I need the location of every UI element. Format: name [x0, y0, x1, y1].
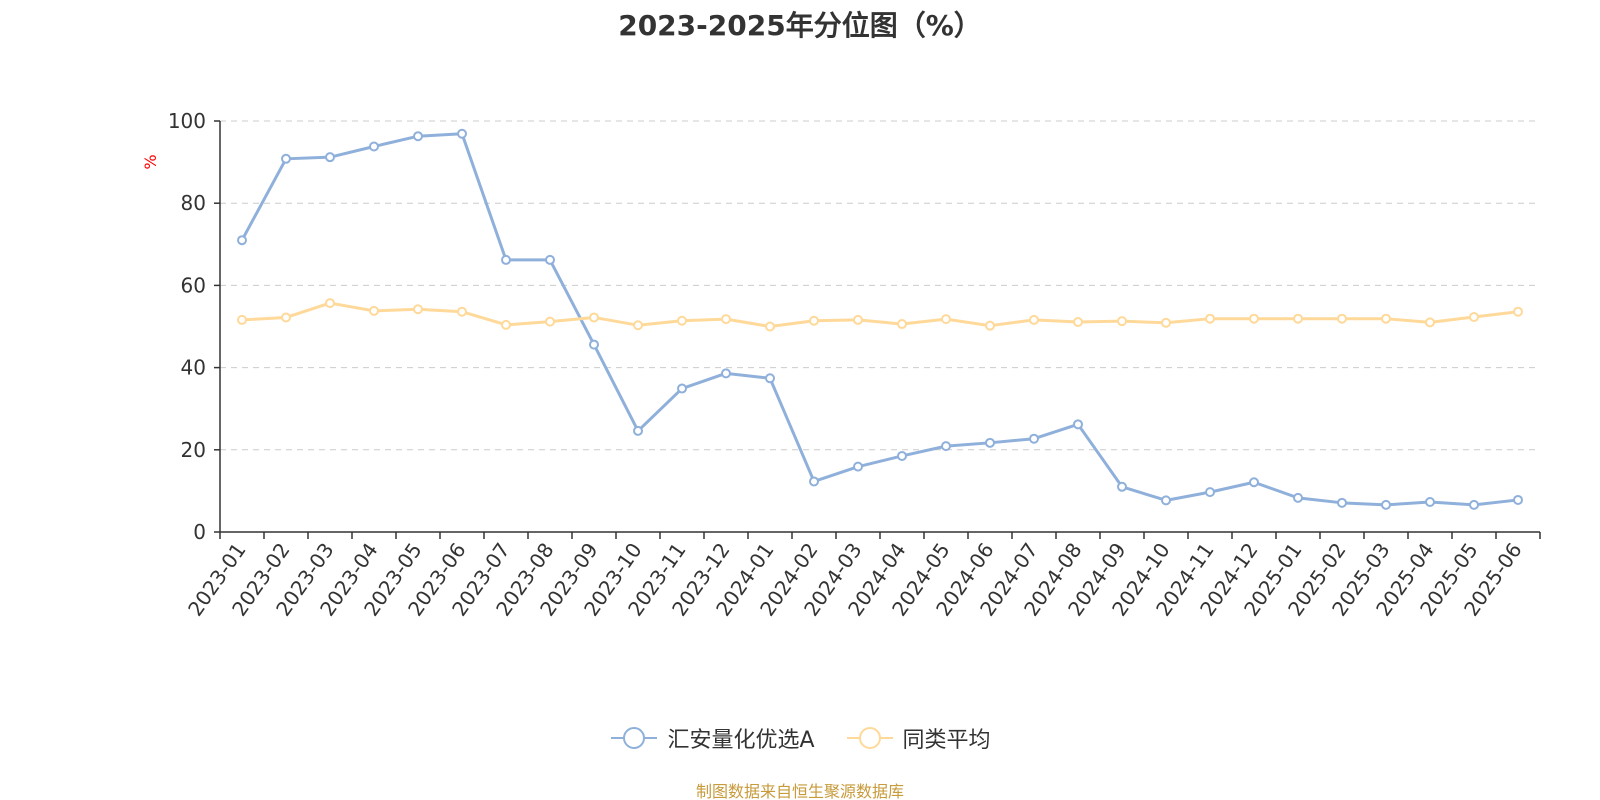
series-2-point[interactable] — [897, 319, 907, 330]
series-2-point[interactable] — [281, 312, 291, 323]
series-2-point[interactable] — [941, 314, 951, 325]
y-tick-label: 60 — [181, 273, 206, 297]
series-1-point[interactable] — [897, 450, 907, 461]
series-1-point[interactable] — [501, 254, 511, 265]
y-axis-label: % — [141, 154, 160, 169]
series-1-point[interactable] — [281, 153, 291, 164]
series-1-point[interactable] — [1205, 487, 1215, 498]
series-1-point[interactable] — [237, 235, 247, 246]
series-2-point[interactable] — [1425, 317, 1435, 328]
y-tick-label: 100 — [168, 109, 206, 133]
series-1-point[interactable] — [1249, 477, 1259, 488]
series-line-2 — [241, 301, 1519, 328]
legend-label-series-1: 汇安量化优选A — [667, 728, 815, 753]
series-1-point[interactable] — [809, 476, 819, 487]
series-2-point[interactable] — [1513, 306, 1523, 317]
series-2-point[interactable] — [1117, 316, 1127, 327]
series-2-point[interactable] — [501, 319, 511, 330]
legend-item-series-2[interactable]: 同类平均 — [845, 722, 991, 754]
series-1-point[interactable] — [985, 437, 995, 448]
y-tick-label: 40 — [181, 356, 206, 380]
series-line-1 — [240, 132, 1519, 507]
line-chart: 0204060801002023-012023-022023-032023-04… — [141, 109, 1541, 620]
series-2-point[interactable] — [589, 312, 599, 323]
y-tick-label: 0 — [193, 520, 206, 544]
source-note: 制图数据来自恒生聚源数据库 — [695, 782, 904, 800]
series-1-point[interactable] — [721, 368, 731, 379]
series-1-point[interactable] — [589, 339, 599, 350]
series-2-point[interactable] — [1293, 313, 1303, 324]
series-2-point[interactable] — [457, 306, 467, 317]
grid-lines — [220, 120, 1540, 451]
series-1-point[interactable] — [545, 254, 555, 265]
series-1-point[interactable] — [1337, 497, 1347, 508]
series-1-point[interactable] — [325, 152, 335, 163]
chart-title: 2023-2025年分位图（%） — [618, 9, 982, 42]
series-2-point[interactable] — [1469, 312, 1479, 323]
axes: 0204060801002023-012023-022023-032023-04… — [168, 109, 1541, 620]
legend-marker-series-1 — [611, 727, 658, 749]
series-2-point[interactable] — [1161, 317, 1171, 328]
series-2-point[interactable] — [1249, 313, 1259, 324]
series-2-point[interactable] — [1381, 313, 1391, 324]
series-1-point[interactable] — [633, 425, 643, 436]
legend-item-series-1[interactable]: 汇安量化优选A — [609, 722, 815, 754]
series-2-point[interactable] — [677, 315, 687, 326]
series-2-point[interactable] — [809, 315, 819, 326]
series-2-point[interactable] — [1337, 313, 1347, 324]
series-1-point[interactable] — [457, 128, 467, 139]
series-1-point[interactable] — [1513, 494, 1523, 505]
series-1-point[interactable] — [1381, 499, 1391, 510]
series-2-point[interactable] — [985, 320, 995, 331]
series-1-point[interactable] — [369, 141, 379, 152]
series-1-point[interactable] — [1293, 492, 1303, 503]
series-2-point[interactable] — [1029, 314, 1039, 325]
series-2-point[interactable] — [237, 314, 247, 325]
legend: 汇安量化优选A 同类平均 — [0, 722, 1600, 754]
series-1-point[interactable] — [853, 461, 863, 472]
series-2-point[interactable] — [633, 320, 643, 331]
series-2-point[interactable] — [369, 305, 379, 316]
series-1-point[interactable] — [413, 131, 423, 142]
series-lines — [237, 128, 1523, 510]
series-2-point[interactable] — [1205, 313, 1215, 324]
legend-marker-series-2 — [846, 727, 893, 749]
series-2-point[interactable] — [853, 314, 863, 325]
series-1-point[interactable] — [1073, 419, 1083, 430]
series-2-point[interactable] — [765, 321, 775, 332]
series-1-point[interactable] — [1161, 495, 1171, 506]
series-2-point[interactable] — [413, 304, 423, 315]
series-2-point[interactable] — [325, 298, 335, 309]
series-2-point[interactable] — [545, 316, 555, 327]
series-1-point[interactable] — [1425, 496, 1435, 507]
legend-label-series-2: 同类平均 — [902, 728, 991, 753]
series-1-point[interactable] — [941, 441, 951, 452]
series-1-point[interactable] — [765, 373, 775, 384]
series-1-point[interactable] — [1029, 433, 1039, 444]
series-1-point[interactable] — [1117, 481, 1127, 492]
series-2-point[interactable] — [1073, 316, 1083, 327]
series-1-point[interactable] — [1469, 499, 1479, 510]
series-1-point[interactable] — [677, 383, 687, 394]
y-tick-label: 20 — [181, 438, 206, 462]
y-tick-label: 80 — [181, 191, 206, 215]
series-2-point[interactable] — [721, 314, 731, 325]
